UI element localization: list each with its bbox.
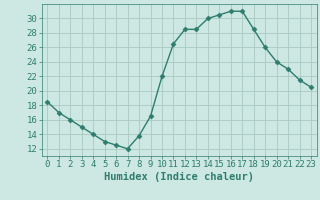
X-axis label: Humidex (Indice chaleur): Humidex (Indice chaleur) xyxy=(104,172,254,182)
